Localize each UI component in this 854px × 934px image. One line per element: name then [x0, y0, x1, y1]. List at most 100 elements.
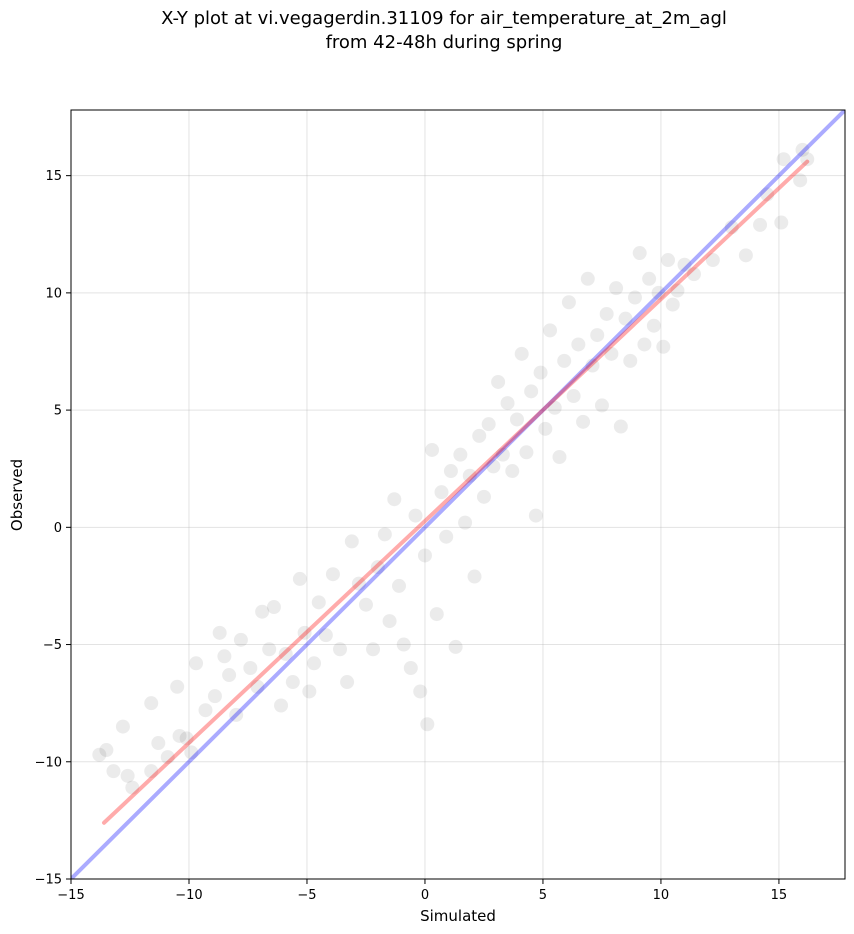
data-point: [434, 485, 449, 500]
data-point: [481, 417, 496, 432]
data-point: [325, 567, 340, 582]
data-point: [724, 220, 739, 235]
data-point: [547, 400, 562, 415]
data-point: [656, 339, 671, 354]
data-point: [557, 353, 572, 368]
data-point: [106, 764, 121, 779]
data-point: [599, 306, 614, 321]
data-point: [476, 489, 491, 504]
data-point: [408, 508, 423, 523]
data-point: [538, 421, 553, 436]
data-point: [448, 639, 463, 654]
data-point: [453, 447, 468, 462]
data-point: [413, 684, 428, 699]
data-point: [233, 632, 248, 647]
x-axis-ticks: −15 −10 −5 0 5 10 15: [57, 879, 787, 903]
data-point: [491, 374, 506, 389]
data-point: [333, 642, 348, 657]
data-point: [458, 515, 473, 530]
data-point: [144, 764, 159, 779]
y-tick-label: −15: [35, 873, 62, 888]
data-point: [366, 642, 381, 657]
plot-frame: [70, 109, 846, 880]
data-point: [462, 468, 477, 483]
data-point: [486, 459, 501, 474]
data-point: [302, 684, 317, 699]
y-tick-label: 15: [45, 169, 62, 184]
data-point: [514, 346, 529, 361]
data-point: [417, 548, 432, 563]
data-point: [285, 675, 300, 690]
data-point: [115, 719, 130, 734]
data-point: [677, 257, 692, 272]
data-point: [800, 152, 815, 167]
data-point: [661, 253, 676, 268]
data-point: [670, 283, 685, 298]
data-point: [172, 728, 187, 743]
x-tick-label: 10: [653, 888, 670, 903]
data-point: [505, 464, 520, 479]
y-tick-label: 5: [54, 404, 62, 419]
data-point: [392, 578, 407, 593]
data-point: [92, 747, 107, 762]
data-point: [243, 660, 258, 675]
data-point: [229, 707, 244, 722]
data-point: [278, 646, 293, 661]
x-axis-label: Simulated: [420, 907, 496, 925]
data-point: [561, 295, 576, 310]
data-point: [429, 607, 444, 622]
data-point: [207, 689, 222, 704]
data-point: [467, 569, 482, 584]
data-point: [686, 267, 701, 282]
data-point: [425, 442, 440, 457]
data-point: [358, 597, 373, 612]
x-tick-label: 0: [421, 888, 429, 903]
data-point: [439, 529, 454, 544]
data-point: [642, 271, 657, 286]
data-point: [170, 679, 185, 694]
data-point: [212, 625, 227, 640]
data-point: [307, 656, 322, 671]
data-point: [370, 560, 385, 575]
data-point: [651, 285, 666, 300]
data-point: [533, 365, 548, 380]
data-point: [403, 660, 418, 675]
data-point: [795, 142, 810, 157]
data-point: [753, 217, 768, 232]
data-point: [524, 384, 539, 399]
data-point: [189, 656, 204, 671]
data-point: [738, 248, 753, 263]
data-point: [760, 187, 775, 202]
data-point: [609, 281, 624, 296]
y-axis-ticks: −15 −10 −5 0 5 10 15: [35, 169, 71, 888]
x-tick-label: 5: [539, 888, 547, 903]
data-point: [262, 642, 277, 657]
data-point: [618, 311, 633, 326]
data-point: [646, 318, 661, 333]
data-point: [495, 447, 510, 462]
data-point: [552, 449, 567, 464]
data-point: [396, 637, 411, 652]
data-point: [151, 736, 166, 751]
data-point: [144, 696, 159, 711]
data-point: [632, 246, 647, 261]
data-point: [340, 675, 355, 690]
data-point: [292, 571, 307, 586]
grid-lines: [70, 110, 845, 880]
y-tick-label: 0: [54, 521, 62, 536]
chart-title-line-1: X-Y plot at vi.vegagerdin.31109 for air_…: [161, 8, 727, 29]
data-point: [594, 398, 609, 413]
data-point: [705, 253, 720, 268]
data-point: [311, 595, 326, 610]
fit-line: [102, 159, 810, 825]
x-tick-label: −5: [297, 888, 316, 903]
data-point: [160, 750, 175, 765]
data-point: [509, 412, 524, 427]
x-tick-label: 15: [771, 888, 788, 903]
one-to-one-line: [71, 110, 845, 879]
data-point: [179, 731, 194, 746]
data-point: [266, 600, 281, 615]
data-point: [776, 152, 791, 167]
data-point: [604, 346, 619, 361]
